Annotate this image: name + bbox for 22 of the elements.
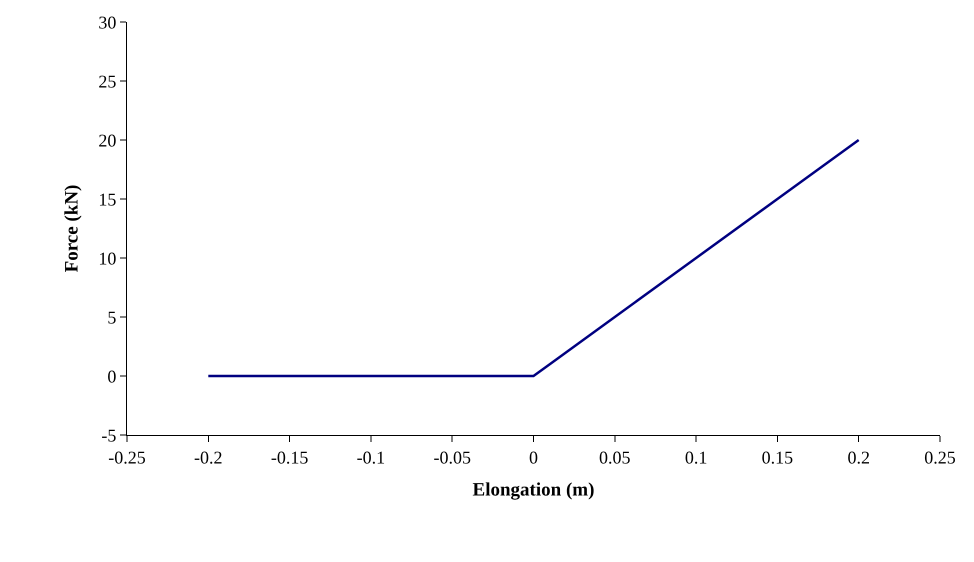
- x-tick-label: 0.05: [599, 448, 631, 468]
- y-tick-label: 30: [98, 12, 116, 32]
- x-tick-label: 0.2: [847, 448, 870, 468]
- y-tick-label: 15: [98, 189, 116, 210]
- x-tick-label: -0.1: [356, 448, 386, 468]
- line-series: [207, 138, 860, 378]
- x-tick-label: -0.05: [433, 448, 471, 468]
- y-tick-label: 0: [107, 366, 116, 386]
- y-tick-label: 10: [98, 248, 116, 268]
- x-tick-label: -0.2: [194, 448, 223, 468]
- y-tick-label: 20: [98, 130, 116, 150]
- x-tick-label: 0.25: [924, 448, 956, 468]
- y-tick-label: 5: [107, 307, 116, 328]
- y-axis-title: Force (kN): [61, 184, 82, 272]
- x-tick-label: 0.15: [762, 448, 794, 468]
- x-tick-label: -0.15: [270, 448, 308, 468]
- x-tick-label: 0.1: [684, 448, 708, 468]
- x-tick-label: -0.25: [108, 448, 146, 468]
- y-tick-label: 25: [98, 71, 116, 92]
- y-tick-label: -5: [101, 425, 116, 446]
- x-axis-title: Elongation (m): [472, 479, 594, 500]
- x-tick-label: 0: [529, 448, 538, 468]
